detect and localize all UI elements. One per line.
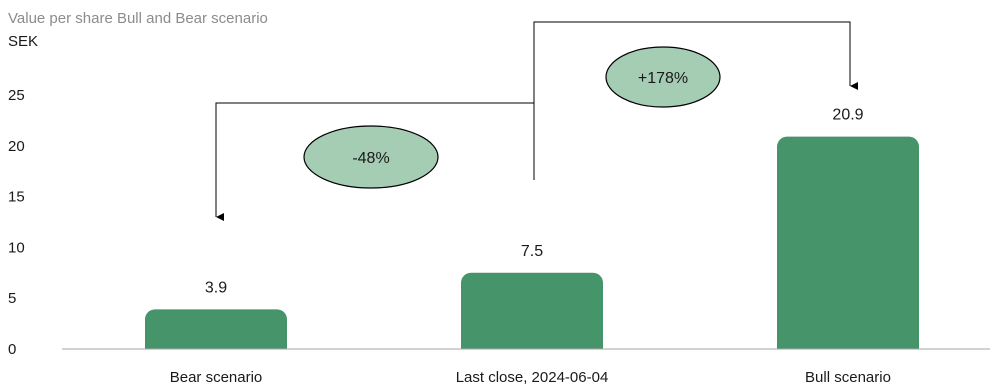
y-axis-unit-label: SEK [8,33,39,50]
y-tick-label: 0 [8,341,16,358]
bar [461,272,603,349]
arrow-to-bull [533,21,858,103]
y-tick-label: 10 [8,239,25,256]
y-tick-label: 15 [8,189,25,206]
annotation-label: +178% [638,70,688,87]
bar-data-label: 20.9 [832,107,863,124]
y-tick-label: 25 [8,87,25,104]
bar-data-label: 7.5 [521,243,543,260]
annotation-ellipse [605,46,721,108]
x-category-label: Last close, 2024-06-04 [456,369,609,384]
bar [145,309,287,350]
annotation-ellipse [303,125,439,189]
bar [777,136,919,349]
arrow-to-bear [215,102,535,221]
chart-title: Value per share Bull and Bear scenario [8,10,268,27]
annotation-label: -48% [352,150,389,167]
y-tick-label: 5 [8,290,16,307]
bar-data-label: 3.9 [205,279,227,296]
y-tick-label: 20 [8,138,25,155]
x-category-label: Bear scenario [170,369,263,384]
x-category-label: Bull scenario [805,369,891,384]
